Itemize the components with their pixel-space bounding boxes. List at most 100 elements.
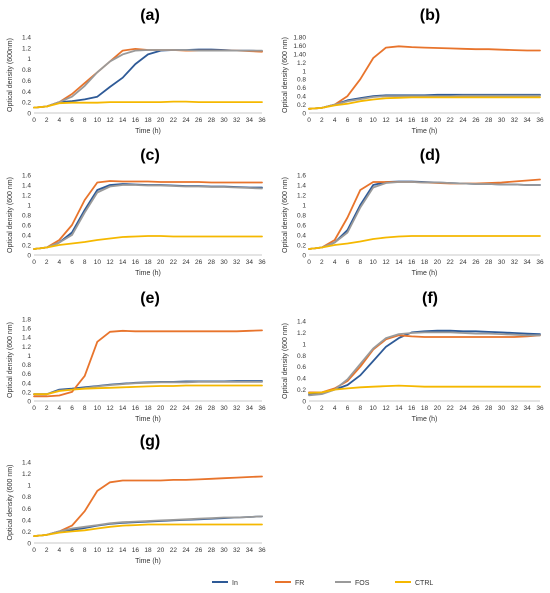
x-tick-label: 4 [58,547,62,554]
x-tick-label: 8 [83,547,87,554]
x-tick-label: 34 [524,117,532,124]
x-tick-label: 32 [233,117,241,124]
x-tick-label: 24 [182,259,190,266]
panel-label: (b) [420,7,440,24]
x-tick-label: 28 [485,117,493,124]
x-tick-label: 34 [524,405,532,412]
x-tick-label: 24 [459,259,467,266]
series-line-fos [33,515,263,537]
x-tick-label: 4 [333,259,337,266]
x-tick-label: 0 [32,117,36,124]
series-line-fos [308,94,541,110]
y-tick-label: 1 [27,353,31,360]
x-tick-label: 6 [70,405,74,412]
x-tick-label: 6 [70,547,74,554]
chart-panel-2: (b)00.20.40.60.811.21.401.601.800 2 4 6 8 10 1… [282,7,544,135]
x-tick-label: 0 [32,405,36,412]
x-tick-label: 30 [498,117,506,124]
x-tick-label: 6 [70,117,74,124]
x-tick-label: 4 [333,117,337,124]
panel-label: (c) [140,147,160,164]
chart-panel-5: (e)00.20.40.60.811.21.41.61.80 2 4 6 8 10 12 14… [7,290,266,423]
x-tick-label: 8 [359,405,363,412]
x-axis-title: Time (h) [412,270,438,277]
y-tick-label: 1 [27,56,31,63]
x-tick-label: 30 [498,259,506,266]
series-line-fr [33,180,263,250]
x-tick-label: 18 [421,117,429,124]
x-tick-label: 22 [170,117,178,124]
y-tick-label: 1.2 [22,45,31,52]
x-tick-label: 12 [382,117,390,124]
y-tick-label: 0.6 [22,506,31,513]
x-tick-label: 0 [32,259,36,266]
x-tick-label: 6 [70,259,74,266]
x-tick-label: 10 [370,259,378,266]
chart-panel-1: (a)00.20.40.60.811.21.40 2 4 6 8 10 12 14 16 18 20… [7,7,266,135]
x-tick-label: 8 [83,117,87,124]
x-tick-label: 14 [119,259,127,266]
x-tick-label: 24 [182,405,190,412]
x-tick-label: 6 [346,117,350,124]
x-tick-label: 12 [106,259,114,266]
x-tick-label: 4 [58,259,62,266]
y-tick-label: 0.8 [22,494,31,501]
x-tick-label: 14 [119,547,127,554]
y-tick-label: 1.4 [297,319,306,326]
x-tick-label: 24 [182,547,190,554]
x-tick-label: 18 [421,259,429,266]
y-tick-label: 1.4 [22,335,31,342]
y-tick-label: 0.4 [22,517,31,524]
panel-label: (d) [420,147,440,164]
x-tick-label: 14 [119,405,127,412]
x-tick-label: 28 [485,259,493,266]
y-tick-label: 0.2 [22,529,31,536]
y-tick-label: 0 [27,111,31,118]
y-tick-label: 0.4 [22,89,31,96]
x-tick-label: 30 [220,547,228,554]
legend-label-ctrl: CTRL [415,580,433,587]
x-tick-label: 16 [132,117,140,124]
x-tick-label: 16 [408,405,416,412]
x-axis-title: Time (h) [412,128,438,135]
x-tick-label: 22 [447,405,455,412]
x-tick-label: 26 [195,547,203,554]
x-tick-label: 36 [258,117,266,124]
series-line-in [308,180,541,250]
x-tick-label: 32 [511,259,519,266]
y-tick-label: 0.6 [22,223,31,230]
x-tick-label: 26 [472,117,480,124]
panel-label: (g) [140,433,160,450]
x-tick-label: 36 [536,405,544,412]
y-tick-label: 0 [27,253,31,260]
x-tick-label: 2 [45,259,49,266]
x-tick-label: 36 [536,259,544,266]
y-tick-label: 1.6 [22,326,31,333]
y-tick-label: 1.4 [22,35,31,42]
x-tick-label: 12 [106,547,114,554]
y-axis-title: Optical density (600 nm) [7,177,14,253]
y-tick-label: 1.4 [22,460,31,467]
x-axis-title: Time (h) [135,128,161,135]
x-tick-label: 2 [320,117,324,124]
x-tick-label: 18 [144,259,152,266]
y-tick-label: 1 [27,203,31,210]
x-axis-title: Time (h) [135,558,161,565]
y-axis-title: Optical density (600nm) [7,38,14,112]
chart-panel-6: (f)00.20.40.60.811.21.40 2 4 6 8 10 12 14 16 18 20… [282,290,544,423]
x-tick-label: 2 [45,547,49,554]
x-tick-label: 22 [447,117,455,124]
series-line-fr [308,178,541,250]
x-axis-title: Time (h) [135,270,161,277]
y-axis-title: Optical density (600 nm) [282,177,289,253]
x-tick-label: 10 [370,405,378,412]
x-tick-label: 18 [421,405,429,412]
x-tick-label: 14 [395,259,403,266]
chart-panel-7: (g)00.20.40.60.811.21.40 2 4 6 8 10 12 14 16 18 20… [7,433,266,565]
x-tick-label: 0 [307,405,311,412]
y-tick-label: 1.2 [22,344,31,351]
legend-label-fr: FR [295,580,304,587]
x-tick-label: 26 [195,405,203,412]
chart-panel-4: (d)00.20.40.60.811.21.41.60 2 4 6 8 10 12 14 16 1… [282,147,544,277]
